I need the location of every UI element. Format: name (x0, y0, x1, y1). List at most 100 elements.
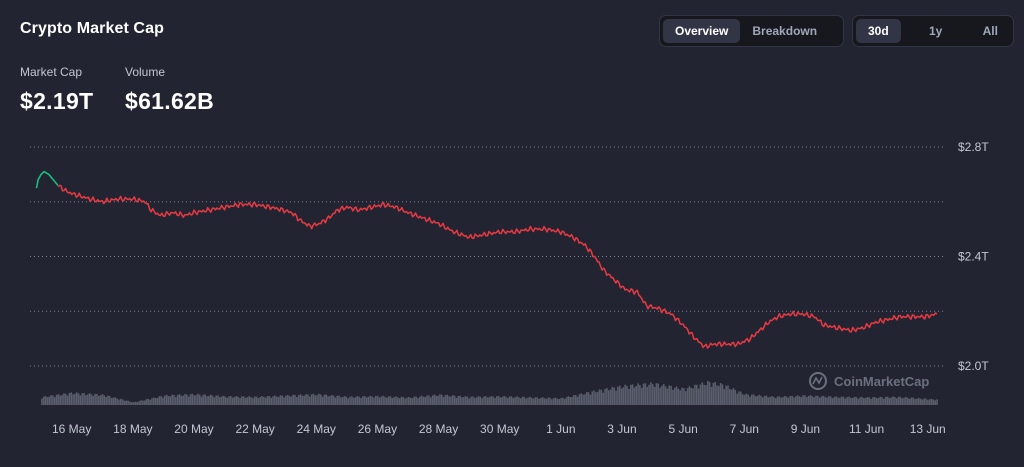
volume-bar (404, 398, 406, 405)
volume-bar (138, 401, 140, 405)
volume-bar (503, 395, 505, 405)
volume-bar (444, 395, 447, 405)
volume-bar (455, 397, 458, 405)
volume-bar (318, 393, 320, 405)
volume-bar (551, 399, 553, 405)
volume-bar (800, 397, 803, 405)
volume-bar (596, 391, 599, 405)
volume-value: $61.62B (125, 88, 215, 114)
x-tick-label: 20 May (174, 422, 213, 436)
volume-bar (573, 395, 575, 405)
volume-bar (813, 397, 815, 405)
volume-bar (314, 395, 317, 405)
volume-bar (301, 395, 304, 405)
volume-bar (164, 395, 166, 405)
volume-bar (191, 393, 194, 405)
volume-bar (703, 384, 705, 405)
volume-bar (789, 395, 792, 405)
x-tick-label: 11 Jun (849, 422, 884, 436)
volume-bar (765, 395, 768, 405)
volume-bar (631, 384, 634, 405)
volume-bar (758, 394, 760, 405)
volume-bar (224, 396, 227, 405)
volume-bars (41, 381, 938, 405)
volume-bar (899, 396, 902, 405)
volume-bar (485, 396, 487, 405)
volume-bar (217, 395, 219, 405)
volume-bar (395, 396, 397, 405)
x-tick-label: 7 Jun (730, 422, 759, 436)
volume-bar (72, 394, 74, 405)
volume-bar (719, 383, 722, 405)
volume-bar (231, 397, 234, 405)
volume-bar (508, 396, 511, 405)
volume-bar (593, 390, 595, 405)
volume-bar (136, 402, 139, 405)
volume-bar (107, 395, 109, 405)
volume-bar (510, 396, 513, 405)
volume-bar (688, 386, 691, 405)
volume-bar (567, 396, 570, 405)
volume-bar (650, 382, 652, 405)
y-tick-label: $2.0T (958, 359, 989, 373)
volume-bar (787, 397, 790, 405)
volume-bar (532, 398, 535, 405)
volume-bar (844, 398, 847, 405)
watermark: CoinMarketCap (809, 372, 929, 390)
volume-bar (59, 395, 62, 405)
volume-bar (617, 386, 619, 405)
volume-bar (591, 391, 594, 405)
range-1y[interactable]: 1y (928, 24, 943, 38)
volume-bar (574, 395, 577, 405)
volume-bar (272, 396, 274, 405)
volume-bar (461, 397, 463, 405)
volume-bar (507, 397, 509, 405)
range-all[interactable]: All (982, 24, 998, 38)
volume-bar (406, 397, 408, 405)
volume-bar (831, 398, 834, 405)
volume-bar (762, 397, 764, 405)
volume-bar (367, 396, 370, 405)
volume-label: Volume (125, 65, 166, 79)
volume-bar (105, 396, 107, 405)
volume-bar (340, 397, 342, 405)
volume-bar (230, 396, 232, 405)
tab-breakdown[interactable]: Breakdown (752, 24, 818, 38)
volume-bar (692, 388, 694, 405)
volume-bar (576, 396, 579, 405)
volume-bar (879, 396, 882, 405)
volume-bar (541, 397, 544, 405)
volume-bar (209, 394, 212, 405)
volume-bar (807, 395, 810, 405)
volume-bar (917, 397, 920, 405)
volume-bar (615, 390, 617, 405)
volume-bar (613, 387, 616, 405)
volume-bar (743, 394, 746, 405)
volume-bar (699, 384, 702, 405)
volume-bar (802, 395, 804, 405)
volume-bar (374, 395, 377, 405)
tab-overview[interactable]: Overview (663, 19, 741, 43)
volume-bar (549, 397, 551, 405)
volume-bar (732, 388, 735, 405)
volume-bar (279, 395, 282, 405)
volume-bar (706, 381, 709, 405)
volume-bar (44, 395, 47, 405)
volume-bar (795, 396, 797, 405)
volume-bar (760, 395, 762, 405)
volume-bar (793, 397, 795, 405)
volume-bar (252, 398, 254, 405)
volume-bar (855, 397, 858, 405)
volume-bar (558, 398, 560, 405)
volume-bar (86, 394, 89, 405)
volume-bar (611, 386, 614, 405)
volume-bar (253, 396, 256, 405)
range-30d[interactable]: 30d (856, 19, 901, 43)
volume-bar (710, 387, 713, 405)
volume-bar (679, 390, 682, 405)
volume-bar (305, 394, 307, 405)
volume-bar (321, 396, 324, 405)
volume-bar (695, 384, 698, 405)
x-tick-label: 24 May (297, 422, 336, 436)
volume-bar (143, 400, 146, 405)
